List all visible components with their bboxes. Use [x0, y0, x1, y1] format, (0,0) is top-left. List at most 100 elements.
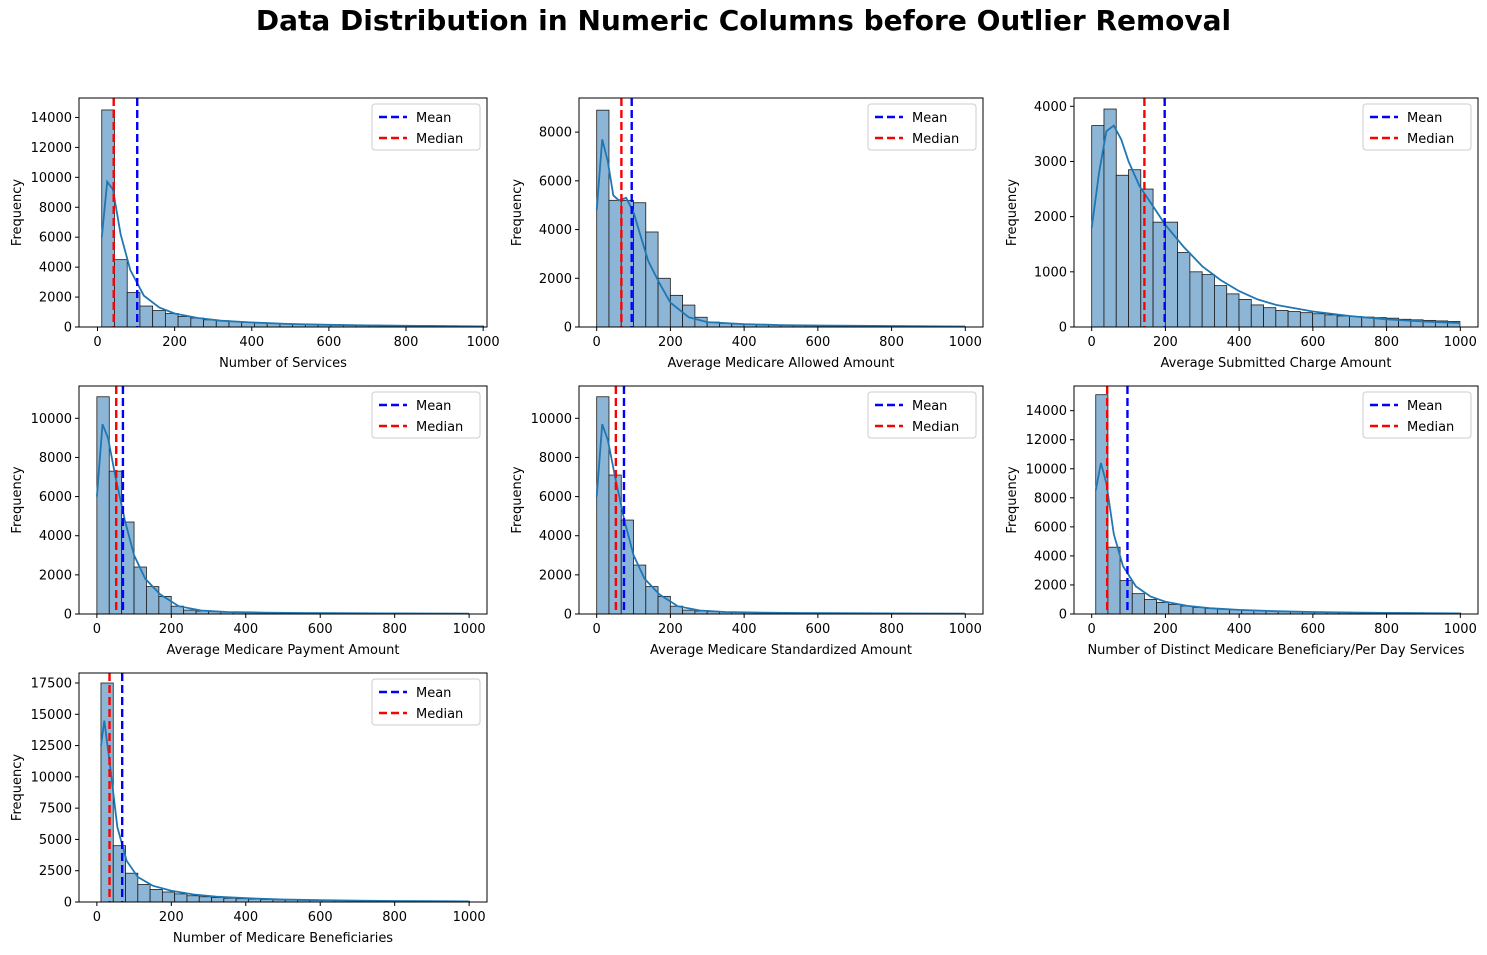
histogram-bar — [682, 609, 696, 614]
y-tick-label: 2000 — [539, 568, 572, 583]
kde-curve — [100, 179, 484, 327]
histogram-bar — [203, 319, 217, 327]
y-tick-label: 8000 — [539, 451, 572, 466]
histogram-bar — [112, 845, 126, 902]
x-tick-label: 800 — [394, 335, 419, 350]
kde-curve — [595, 423, 966, 614]
x-tick-label: 200 — [658, 335, 683, 350]
x-tick-label: 1000 — [453, 910, 486, 925]
histogram-bar — [1299, 312, 1314, 327]
legend: Mean Median — [371, 103, 481, 151]
y-tick-label: 8000 — [539, 126, 572, 141]
histogram-bar — [1238, 299, 1252, 327]
legend-mean-label: Mean — [912, 399, 947, 414]
y-tick-label: 0 — [64, 608, 72, 623]
y-tick-label: 4000 — [1034, 549, 1067, 564]
histogram-bar — [1214, 285, 1228, 327]
histogram-bar — [190, 317, 204, 327]
histogram-bar — [1201, 274, 1215, 327]
y-tick-label: 6000 — [539, 490, 572, 505]
x-tick-label: 400 — [239, 335, 264, 350]
histogram-bar — [1250, 304, 1264, 327]
histogram-bar — [682, 304, 696, 327]
histogram-bar — [1180, 605, 1194, 614]
y-axis-label: Frequency — [10, 179, 25, 246]
histogram-bar — [1312, 313, 1326, 327]
x-tick-label: 600 — [308, 910, 333, 925]
axes-frame — [578, 97, 984, 328]
y-axis-label: Frequency — [1005, 179, 1020, 246]
histogram-bar — [1103, 108, 1117, 327]
x-tick-label: 600 — [805, 335, 830, 350]
histogram-bar — [137, 884, 151, 902]
x-tick-label: 400 — [732, 335, 757, 350]
y-tick-label: 0 — [564, 321, 572, 336]
y-tick-label: 3000 — [1034, 155, 1067, 170]
legend-median-label: Median — [416, 707, 463, 722]
histogram-bar — [1189, 271, 1203, 327]
histogram-bar — [161, 891, 176, 902]
histogram-bar — [152, 310, 166, 327]
histogram-bar — [1131, 593, 1145, 614]
x-tick-label: 400 — [732, 622, 757, 637]
y-axis-label: Frequency — [1005, 466, 1020, 533]
x-axis-label: Average Medicare Standardized Amount — [650, 643, 912, 658]
x-axis-label: Number of Medicare Beneficiaries — [173, 931, 393, 946]
x-tick-label: 0 — [93, 335, 101, 350]
histogram-bar — [100, 682, 114, 902]
x-tick-label: 0 — [1088, 335, 1096, 350]
x-tick-label: 800 — [1374, 622, 1399, 637]
kde-curve — [96, 423, 470, 614]
subplot-3: 0 200 400 600 800 1000 0 1000 2000 3000 4000 Averag… — [1005, 97, 1479, 371]
histogram-bar — [608, 199, 622, 327]
x-tick-label: 400 — [1227, 335, 1252, 350]
histogram-bar — [211, 897, 225, 902]
histogram-bar — [1119, 580, 1133, 614]
plot-area — [1090, 98, 1461, 327]
axes-frame — [578, 385, 984, 615]
histogram-bar — [1349, 316, 1363, 327]
histogram-bar — [158, 595, 172, 614]
x-tick-label: 200 — [159, 910, 184, 925]
legend-median-label: Median — [1407, 132, 1454, 147]
y-tick-label: 12000 — [1026, 433, 1067, 448]
y-tick-label: 4000 — [39, 261, 72, 276]
y-tick-label: 14000 — [1026, 404, 1067, 419]
kde-curve — [100, 720, 470, 902]
x-tick-label: 0 — [1088, 622, 1096, 637]
y-tick-label: 4000 — [39, 529, 72, 544]
x-tick-label: 400 — [1227, 622, 1252, 637]
x-tick-label: 1000 — [467, 335, 500, 350]
histogram-bar — [164, 313, 179, 327]
y-tick-label: 7500 — [39, 802, 72, 817]
histogram-bar — [133, 566, 147, 614]
histogram-bar — [198, 896, 212, 902]
plot-area — [100, 98, 484, 327]
y-tick-label: 10000 — [31, 171, 72, 186]
axes-frame — [78, 97, 488, 328]
plot-area — [100, 673, 470, 902]
y-axis-label: Frequency — [510, 179, 525, 246]
y-tick-label: 0 — [64, 896, 72, 911]
legend: Mean Median — [371, 678, 481, 726]
y-tick-label: 14000 — [31, 111, 72, 126]
y-tick-label: 10000 — [31, 412, 72, 427]
histogram-bar — [1263, 307, 1277, 327]
y-tick-label: 2000 — [39, 568, 72, 583]
x-tick-label: 200 — [1153, 335, 1178, 350]
x-tick-label: 800 — [879, 622, 904, 637]
histogram-bar — [1107, 546, 1121, 614]
histogram-bar — [149, 889, 163, 902]
x-tick-label: 0 — [593, 622, 601, 637]
y-tick-label: 2500 — [39, 864, 72, 879]
x-tick-label: 200 — [159, 622, 184, 637]
histogram-bar — [1115, 174, 1129, 327]
histogram-bar — [645, 231, 659, 327]
x-tick-label: 0 — [93, 910, 101, 925]
x-tick-label: 400 — [233, 622, 258, 637]
subplot-1: 0 200 400 600 800 100002000400060008000100001… — [10, 97, 500, 371]
y-tick-label: 8000 — [39, 201, 72, 216]
subplot-2: 0 200 400 600 800 1000 0 2000 4000 6000 8000 Averag… — [510, 97, 984, 371]
x-tick-label: 800 — [382, 910, 407, 925]
axes-frame — [78, 385, 488, 615]
